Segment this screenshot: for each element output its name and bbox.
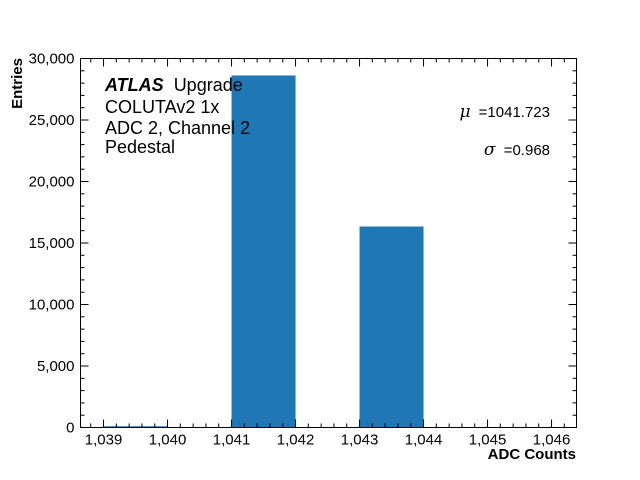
- plot-frame: [80, 58, 577, 428]
- x-tick-label: 1,044: [405, 432, 443, 449]
- y-tick-label: 10,000: [29, 297, 75, 314]
- sigma-value: =0.968: [504, 142, 550, 159]
- atlas-suffix: Upgrade: [174, 75, 243, 95]
- annotation-line-2: COLUTAv2 1x: [105, 97, 219, 117]
- histogram-bar: [359, 226, 424, 428]
- y-tick-label: 30,000: [29, 51, 75, 68]
- axis-ticks: 1,039 1,040 1,041 1,042 1,043 1,044 1,045 1,046…: [29, 51, 577, 449]
- sigma-symbol: σ: [484, 140, 496, 160]
- mu-value: =1041.723: [479, 104, 550, 121]
- x-tick-label: 1,042: [277, 432, 315, 449]
- stats-block: μ =1041.723 σ =0.968: [459, 102, 550, 160]
- x-tick-label: 1,046: [533, 432, 571, 449]
- y-tick-label: 20,000: [29, 174, 75, 191]
- annotation-line-4: Pedestal: [105, 137, 175, 157]
- x-tick-label: 1,043: [341, 432, 379, 449]
- y-tick-label: 0: [66, 420, 74, 437]
- y-tick-label: 5,000: [37, 358, 75, 375]
- annotation-block: ATLAS Upgrade COLUTAv2 1x ADC 2, Channel…: [104, 75, 250, 157]
- annotation-line-3: ADC 2, Channel 2: [105, 118, 250, 138]
- atlas-label: ATLAS: [104, 75, 164, 95]
- mu-symbol: μ: [459, 102, 470, 122]
- x-tick-label: 1,041: [213, 432, 251, 449]
- histogram-bar: [103, 426, 168, 428]
- svg-text:μ =1041.723: μ =1041.723: [459, 102, 550, 122]
- y-axis-label: Entries: [9, 58, 26, 109]
- svg-text:ATLAS Upgrade: ATLAS Upgrade: [104, 75, 243, 95]
- y-tick-label: 15,000: [29, 235, 75, 252]
- y-tick-label: 25,000: [29, 112, 75, 129]
- x-tick-label: 1,040: [149, 432, 187, 449]
- histogram-bar: [231, 75, 296, 428]
- x-tick-label: 1,039: [85, 432, 123, 449]
- x-tick-label: 1,045: [469, 432, 507, 449]
- svg-text:σ =0.968: σ =0.968: [484, 140, 550, 160]
- histogram-bars: [103, 75, 424, 428]
- x-axis-label: ADC Counts: [488, 446, 576, 463]
